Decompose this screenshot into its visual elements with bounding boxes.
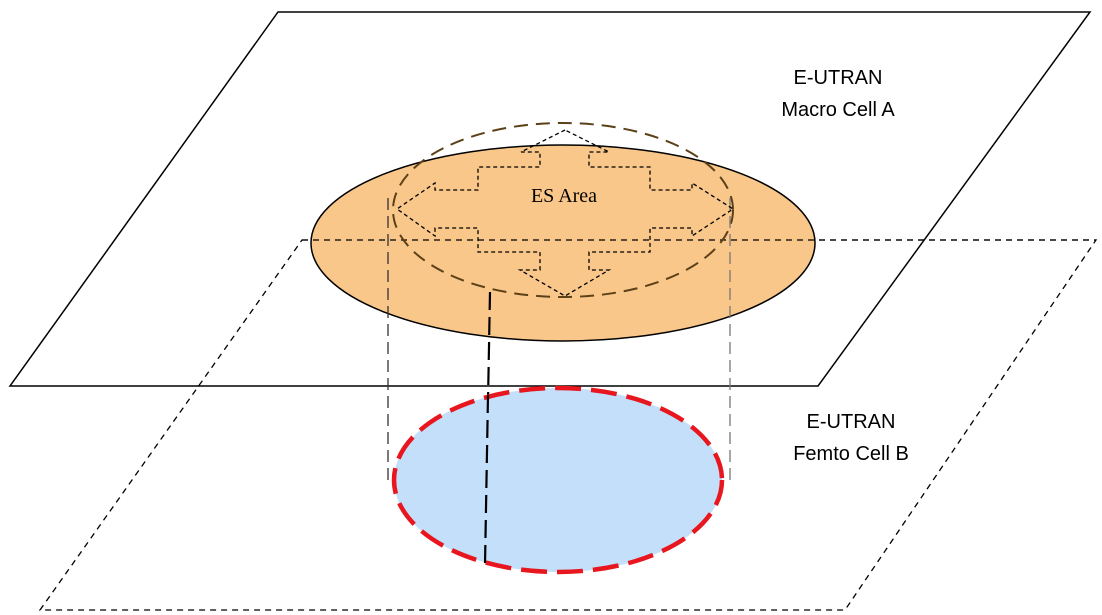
femto-cell-b [391, 385, 725, 575]
macro-layer-plane [8, 11, 1092, 387]
macro-cell-label-line2: Macro Cell A [781, 99, 895, 121]
es-area-ellipse [392, 122, 734, 298]
macro-cell-a [310, 144, 816, 342]
femto-cell-label-line2: Femto Cell B [793, 443, 909, 465]
four-way-expansion-arrow [395, 129, 735, 297]
projection-line-center-over-femto [483, 394, 490, 566]
es-area-label: ES Area [531, 185, 597, 207]
macro-cell-label-line1: E-UTRAN [794, 67, 883, 89]
femto-cell-label-line1: E-UTRAN [807, 411, 896, 433]
